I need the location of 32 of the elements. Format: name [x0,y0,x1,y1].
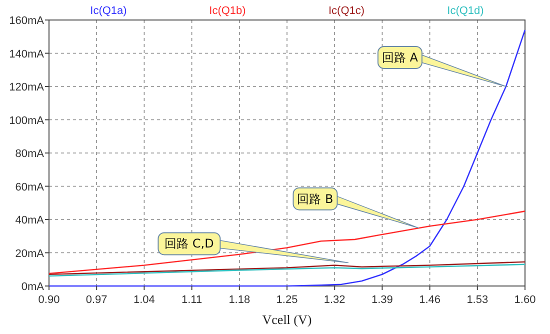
x-tick-label: 0.97 [86,294,108,306]
text: Ic(Q1c) [328,5,365,17]
text: Ic(Q1d) [447,5,484,17]
y-tick-label: 20mA [15,248,45,260]
y-tick-label: 60mA [15,181,45,194]
text: Ic(Q1b) [209,5,246,17]
y-tick-label: 100mA [9,114,45,127]
x-tick-label: 1.11 [182,294,202,306]
x-axis-title: Vcell (V) [262,312,312,327]
line-series [48,29,526,287]
x-tick-label: 1.32 [324,294,346,306]
line-series [48,264,526,277]
x-tick-label: 1.04 [133,294,155,306]
x-tick-label: 1.46 [419,294,441,306]
annotation: 回路 A [382,50,419,64]
x-tick-label: 1.25 [276,294,298,306]
line-series [48,210,526,274]
y-tick-label: 120mA [9,82,45,94]
y-tick-label: 40mA [15,214,45,226]
y-tick-label: 160mA [9,15,45,27]
annotation: 回路 B [297,192,334,206]
x-tick-label: 1.39 [371,294,393,306]
x-tick-label: 1.18 [228,294,250,306]
line-series [48,261,526,276]
text: Ic(Q1a) [90,5,127,17]
x-tick-label: 1.60 [514,294,536,306]
annotation: 回路 C,D [164,236,214,251]
y-tick-label: 80mA [15,148,45,160]
x-tick-label: 0.90 [38,294,60,306]
y-tick-label: 0mA [21,281,45,293]
y-tick-label: 140mA [9,48,45,60]
x-tick-label: 1.53 [466,294,488,306]
